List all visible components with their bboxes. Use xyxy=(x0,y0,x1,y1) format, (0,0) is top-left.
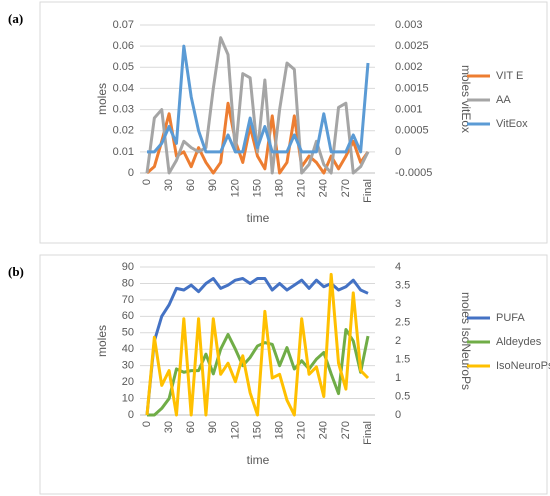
x-tick-label: 0 xyxy=(141,421,153,427)
y2-tick-label: 3.5 xyxy=(395,279,410,291)
series-line xyxy=(147,44,370,154)
x-tick-label: 90 xyxy=(207,421,219,433)
x-tick-label: 240 xyxy=(318,179,330,197)
y2-tick-label: 1.5 xyxy=(395,353,410,365)
y-tick-label: 0.07 xyxy=(113,19,134,31)
y2-tick-label: -0.0005 xyxy=(395,167,432,179)
y-tick-label: 0 xyxy=(128,167,134,179)
x-axis-title: time xyxy=(247,211,270,225)
y2-tick-label: 0.0025 xyxy=(395,40,429,52)
y-tick-label: 0.03 xyxy=(113,103,134,115)
x-tick-label: 270 xyxy=(340,179,352,197)
y2-tick-label: 1 xyxy=(395,372,401,384)
y-tick-label: 80 xyxy=(122,277,134,289)
y-tick-label: 20 xyxy=(122,376,134,388)
panel-label: (b) xyxy=(8,264,24,279)
y2-tick-label: 0 xyxy=(395,409,401,421)
x-axis-title: time xyxy=(247,453,270,467)
y-tick-label: 0.05 xyxy=(113,61,134,73)
y2-tick-label: 0.001 xyxy=(395,103,423,115)
x-tick-label: 150 xyxy=(251,179,263,197)
series-line xyxy=(146,101,370,175)
x-tick-label: 210 xyxy=(296,421,308,439)
x-tick-label: 240 xyxy=(318,421,330,439)
y2-tick-label: 0 xyxy=(395,146,401,158)
legend-label: Aldeydes xyxy=(496,336,542,348)
x-tick-label: 90 xyxy=(207,179,219,191)
y-axis-title: moles xyxy=(95,83,109,115)
series-line xyxy=(147,327,370,417)
panel-frame xyxy=(39,1,548,244)
x-tick-label: 180 xyxy=(274,421,286,439)
x-tick-label: 0 xyxy=(141,179,153,185)
y-tick-label: 30 xyxy=(122,360,134,372)
x-tick-label: 60 xyxy=(185,421,197,433)
legend-label: AA xyxy=(496,94,511,106)
x-tick-label: 60 xyxy=(185,179,197,191)
x-tick-label: 150 xyxy=(251,421,263,439)
y2-tick-label: 3 xyxy=(395,298,401,310)
x-tick-label: 120 xyxy=(229,421,241,439)
y-tick-label: 0.02 xyxy=(113,125,134,137)
y-tick-label: 70 xyxy=(122,294,134,306)
y-tick-label: 0.04 xyxy=(113,82,134,94)
legend-label: VIT E xyxy=(496,70,523,82)
x-tick-label: 210 xyxy=(296,179,308,197)
y-tick-label: 90 xyxy=(122,261,134,273)
x-tick-label: 30 xyxy=(163,179,175,191)
legend-label: IsoNeuroPs xyxy=(496,360,550,372)
y2-tick-label: 2.5 xyxy=(395,316,410,328)
y-tick-label: 60 xyxy=(122,310,134,322)
series-line xyxy=(145,36,370,175)
y-tick-label: 0 xyxy=(128,409,134,421)
y-tick-label: 0.01 xyxy=(113,146,134,158)
y2-tick-label: 0.003 xyxy=(395,19,423,31)
y2-tick-label: 4 xyxy=(395,261,401,273)
y-axis-title: moles xyxy=(95,325,109,357)
x-tick-label: Final xyxy=(362,421,374,445)
x-tick-label: 30 xyxy=(163,421,175,433)
x-tick-label: Final xyxy=(362,179,374,203)
y2-tick-label: 0.5 xyxy=(395,390,410,402)
legend-label: PUFA xyxy=(496,312,525,324)
y2-tick-label: 2 xyxy=(395,335,401,347)
y2-tick-label: 0.0015 xyxy=(395,82,429,94)
x-tick-label: 180 xyxy=(274,179,286,197)
y2-tick-label: 0.002 xyxy=(395,61,423,73)
panel-frame xyxy=(39,254,548,495)
y-tick-label: 40 xyxy=(122,343,134,355)
panel-label: (a) xyxy=(8,11,23,26)
y-tick-label: 50 xyxy=(122,327,134,339)
y-tick-label: 0.06 xyxy=(113,40,134,52)
series-line xyxy=(145,272,370,417)
y2-axis-title: moles vitEox xyxy=(459,65,473,133)
y2-tick-label: 0.0005 xyxy=(395,125,429,137)
x-tick-label: 120 xyxy=(229,179,241,197)
y-tick-label: 10 xyxy=(122,392,134,404)
legend-label: VitEox xyxy=(496,118,528,130)
x-tick-label: 270 xyxy=(340,421,352,439)
